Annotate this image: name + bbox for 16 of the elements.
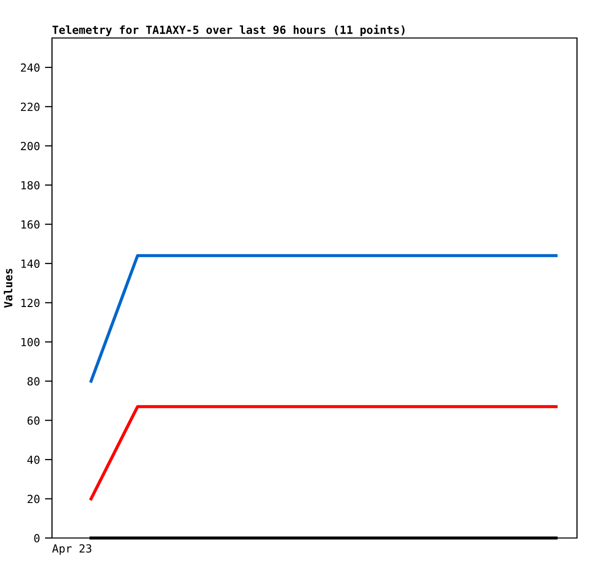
y-tick-label: 200	[20, 142, 40, 150]
text: Apr 23	[52, 544, 92, 555]
y-tick-label: 120	[21, 298, 40, 308]
y-tick-label: 100	[21, 338, 40, 346]
chart-title: Telemetry for TA1AXY-5 over last 96 hours (11 points)	[52, 24, 404, 36]
y-tick-label: 180	[21, 181, 40, 190]
y-tick-label: 40	[27, 456, 40, 464]
y-tick-label: 140	[21, 259, 40, 268]
y-tick-label: 80	[28, 377, 40, 386]
y-tick-label: 0	[34, 534, 40, 542]
y-tick-label: 160	[21, 220, 40, 229]
y-tick-label: 240	[20, 63, 40, 72]
y-tick-label: 220	[20, 102, 40, 112]
y-tick-label: 20	[28, 494, 40, 504]
y-tick-label: 60	[28, 416, 40, 425]
y-axis-title: Values	[4, 268, 12, 308]
